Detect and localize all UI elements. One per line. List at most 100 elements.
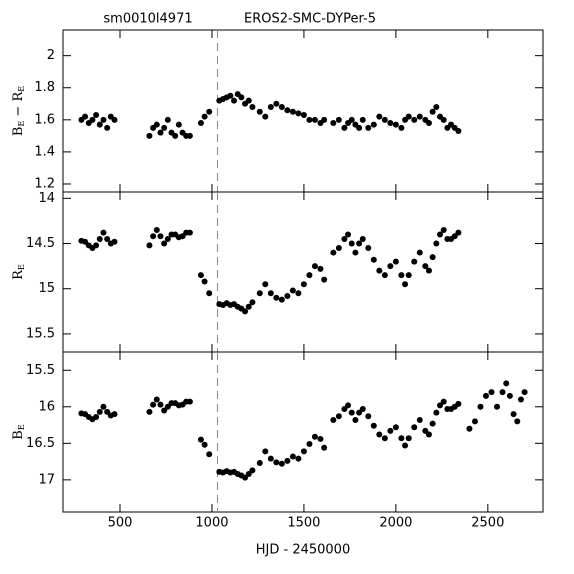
data-point bbox=[416, 249, 423, 256]
data-point bbox=[150, 233, 157, 240]
data-point bbox=[503, 380, 510, 387]
data-point bbox=[172, 132, 179, 139]
data-point bbox=[381, 116, 388, 123]
data-point bbox=[437, 231, 444, 238]
data-point bbox=[278, 103, 285, 110]
data-point bbox=[321, 276, 328, 283]
y-tick-label: 15.5 bbox=[26, 326, 55, 341]
y-axis-label: RE bbox=[11, 264, 27, 280]
data-point bbox=[370, 121, 377, 128]
data-point bbox=[295, 290, 302, 297]
data-point bbox=[405, 272, 412, 279]
data-point bbox=[186, 132, 193, 139]
data-point bbox=[267, 290, 274, 297]
data-point bbox=[197, 272, 204, 279]
panel-frame bbox=[62, 191, 544, 353]
data-point bbox=[153, 121, 160, 128]
data-point bbox=[100, 229, 107, 236]
data-point bbox=[398, 124, 405, 131]
data-point bbox=[157, 233, 164, 240]
data-point bbox=[455, 128, 462, 135]
data-point bbox=[249, 103, 256, 110]
data-point bbox=[161, 124, 168, 131]
data-point bbox=[153, 226, 160, 233]
data-point bbox=[96, 236, 103, 243]
data-point bbox=[411, 258, 418, 265]
data-point bbox=[345, 402, 352, 409]
data-point bbox=[206, 108, 213, 115]
data-point bbox=[146, 242, 153, 249]
data-point bbox=[242, 474, 249, 481]
y-tick-label: 16.5 bbox=[26, 436, 55, 451]
data-point bbox=[201, 113, 208, 120]
data-point bbox=[381, 435, 388, 442]
data-point bbox=[440, 226, 447, 233]
data-point bbox=[433, 409, 440, 416]
data-point bbox=[376, 267, 383, 274]
data-point bbox=[405, 435, 412, 442]
data-point bbox=[201, 441, 208, 448]
data-point bbox=[466, 425, 473, 432]
data-point bbox=[356, 240, 363, 247]
data-point bbox=[387, 120, 394, 127]
data-point bbox=[411, 424, 418, 431]
data-point bbox=[348, 409, 355, 416]
data-point bbox=[306, 272, 313, 279]
data-point bbox=[345, 231, 352, 238]
data-point bbox=[455, 400, 462, 407]
data-point bbox=[352, 416, 359, 423]
x-tick-label: 1500 bbox=[287, 516, 320, 531]
data-point bbox=[341, 124, 348, 131]
data-point bbox=[93, 414, 100, 421]
data-point bbox=[359, 405, 366, 412]
data-point bbox=[273, 100, 280, 107]
data-point bbox=[295, 110, 302, 117]
y-axis-label-part: B bbox=[11, 430, 26, 440]
data-point bbox=[392, 424, 399, 431]
data-point bbox=[359, 236, 366, 243]
y-tick-label: 16 bbox=[38, 399, 55, 414]
y-axis-label-part: E bbox=[17, 121, 26, 127]
data-point bbox=[157, 401, 164, 408]
data-point bbox=[245, 97, 252, 104]
data-point bbox=[82, 113, 89, 120]
data-point bbox=[376, 113, 383, 120]
data-point bbox=[422, 263, 429, 270]
data-point bbox=[429, 254, 436, 261]
data-point bbox=[416, 113, 423, 120]
x-tick-label: 2000 bbox=[379, 516, 412, 531]
data-point bbox=[402, 281, 409, 288]
data-point bbox=[440, 398, 447, 405]
data-point bbox=[186, 229, 193, 236]
data-point bbox=[238, 94, 245, 101]
y-axis-label: BE bbox=[11, 424, 27, 440]
data-point bbox=[157, 129, 164, 136]
data-point bbox=[429, 420, 436, 427]
data-point bbox=[471, 418, 478, 425]
data-point bbox=[317, 435, 324, 442]
data-point bbox=[425, 120, 432, 127]
data-point bbox=[273, 294, 280, 301]
data-point bbox=[370, 422, 377, 429]
data-point bbox=[104, 408, 111, 415]
data-point bbox=[300, 281, 307, 288]
data-point bbox=[295, 455, 302, 462]
data-point bbox=[405, 113, 412, 120]
data-point bbox=[201, 278, 208, 285]
data-point bbox=[242, 308, 249, 315]
data-point bbox=[482, 392, 489, 399]
data-point bbox=[245, 471, 252, 478]
panel-frame bbox=[62, 29, 544, 193]
data-point bbox=[341, 405, 348, 412]
data-point bbox=[365, 413, 372, 420]
y-tick-label: 14 bbox=[38, 191, 55, 206]
data-point bbox=[455, 229, 462, 236]
data-point bbox=[93, 112, 100, 119]
data-point bbox=[164, 403, 171, 410]
data-point bbox=[506, 392, 513, 399]
data-point bbox=[311, 263, 318, 270]
data-point bbox=[330, 120, 337, 127]
data-point bbox=[510, 411, 517, 418]
data-point bbox=[96, 121, 103, 128]
